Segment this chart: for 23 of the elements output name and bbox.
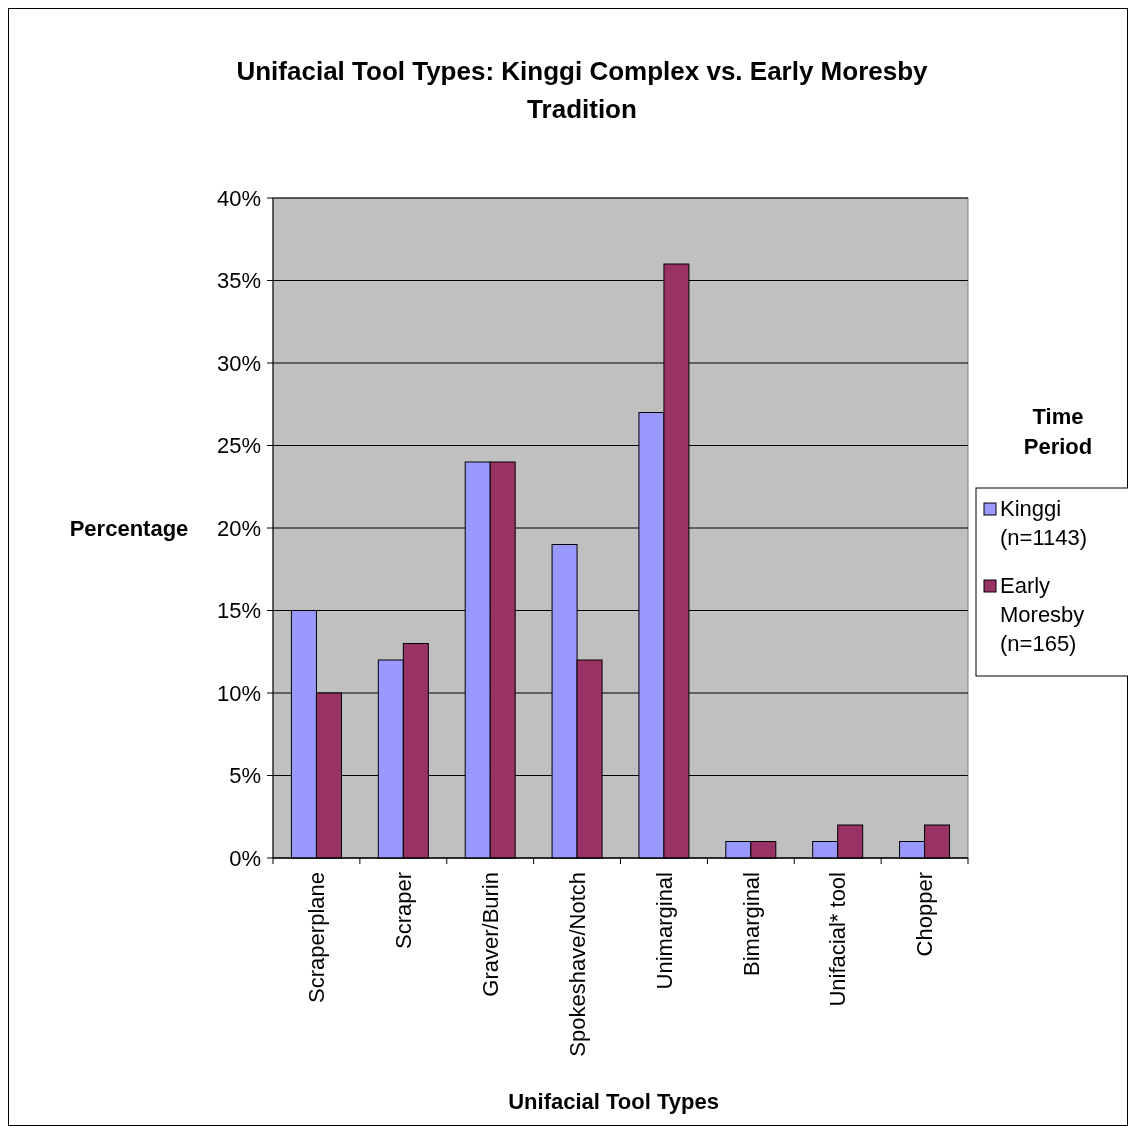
chart-title: Unifacial Tool Types: Kinggi Complex vs. Early Moresby Tradition — [236, 56, 929, 124]
y-tick-label: 15% — [216, 598, 261, 624]
x-tick-label: Chopper — [912, 872, 938, 957]
x-tick-label: Scraperplane — [304, 872, 330, 1003]
x-tick-label: Bimarginal — [738, 872, 764, 976]
x-tick-label: Unimarginal — [651, 872, 677, 990]
y-tick-label: 25% — [216, 433, 261, 459]
x-tick-label: Scraper — [391, 872, 417, 950]
legend-label: Early Moresby (n=165) — [1000, 573, 1085, 656]
x-tick-label: Unifacial* tool — [825, 872, 851, 1007]
y-tick-label: 40% — [216, 185, 261, 211]
y-tick-label: 30% — [216, 350, 261, 376]
y-tick-label: 20% — [216, 515, 261, 541]
y-tick-label: 0% — [229, 845, 261, 871]
y-tick-label: 35% — [216, 268, 261, 294]
x-tick-label: Spokeshave/Notch — [564, 872, 590, 1057]
x-axis-title: Unifacial Tool Types — [508, 1089, 719, 1114]
legend-title: Time Period — [1023, 404, 1093, 459]
x-tick-label: Graver/Burin — [477, 872, 503, 997]
y-tick-label: 10% — [216, 680, 261, 706]
y-axis-title: Percentage — [69, 515, 189, 541]
legend-label: Kinggi (n=1143) — [1000, 496, 1088, 550]
y-tick-label: 5% — [229, 763, 261, 789]
